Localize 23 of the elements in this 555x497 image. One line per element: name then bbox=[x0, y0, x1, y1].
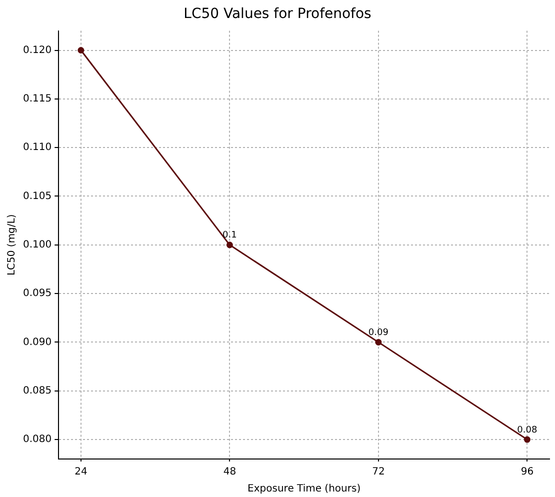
x-tick-label: 24 bbox=[74, 466, 88, 478]
y-tick-label: 0.100 bbox=[22, 239, 52, 250]
point bbox=[78, 47, 84, 54]
point bbox=[524, 436, 530, 443]
data-label: 0.08 bbox=[517, 425, 538, 436]
x-tick-label: 72 bbox=[372, 466, 385, 478]
y-tick-label: 0.080 bbox=[22, 434, 52, 446]
x-axis-title: Exposure Time (hours) bbox=[248, 484, 361, 495]
data-label: 0.09 bbox=[368, 328, 389, 338]
y-tick-label: 0.105 bbox=[22, 190, 52, 202]
chart-title: LC50 Values for Profenofos bbox=[184, 6, 372, 22]
x-tick-label: 48 bbox=[223, 466, 236, 478]
y-axis-title: LC50 (mg/L) bbox=[6, 214, 18, 276]
point bbox=[226, 242, 233, 248]
data-label: 0.1 bbox=[222, 230, 237, 241]
y-tick-label: 0.115 bbox=[22, 94, 52, 105]
point bbox=[375, 338, 382, 346]
y-tick-label: 0.120 bbox=[22, 44, 52, 56]
y-tick-label: 0.085 bbox=[22, 385, 52, 396]
y-tick-label: 0.095 bbox=[22, 288, 52, 300]
y-tick-label: 0.110 bbox=[22, 142, 52, 154]
y-tick-label: 0.090 bbox=[22, 336, 52, 348]
x-tick-label: 96 bbox=[520, 466, 534, 478]
